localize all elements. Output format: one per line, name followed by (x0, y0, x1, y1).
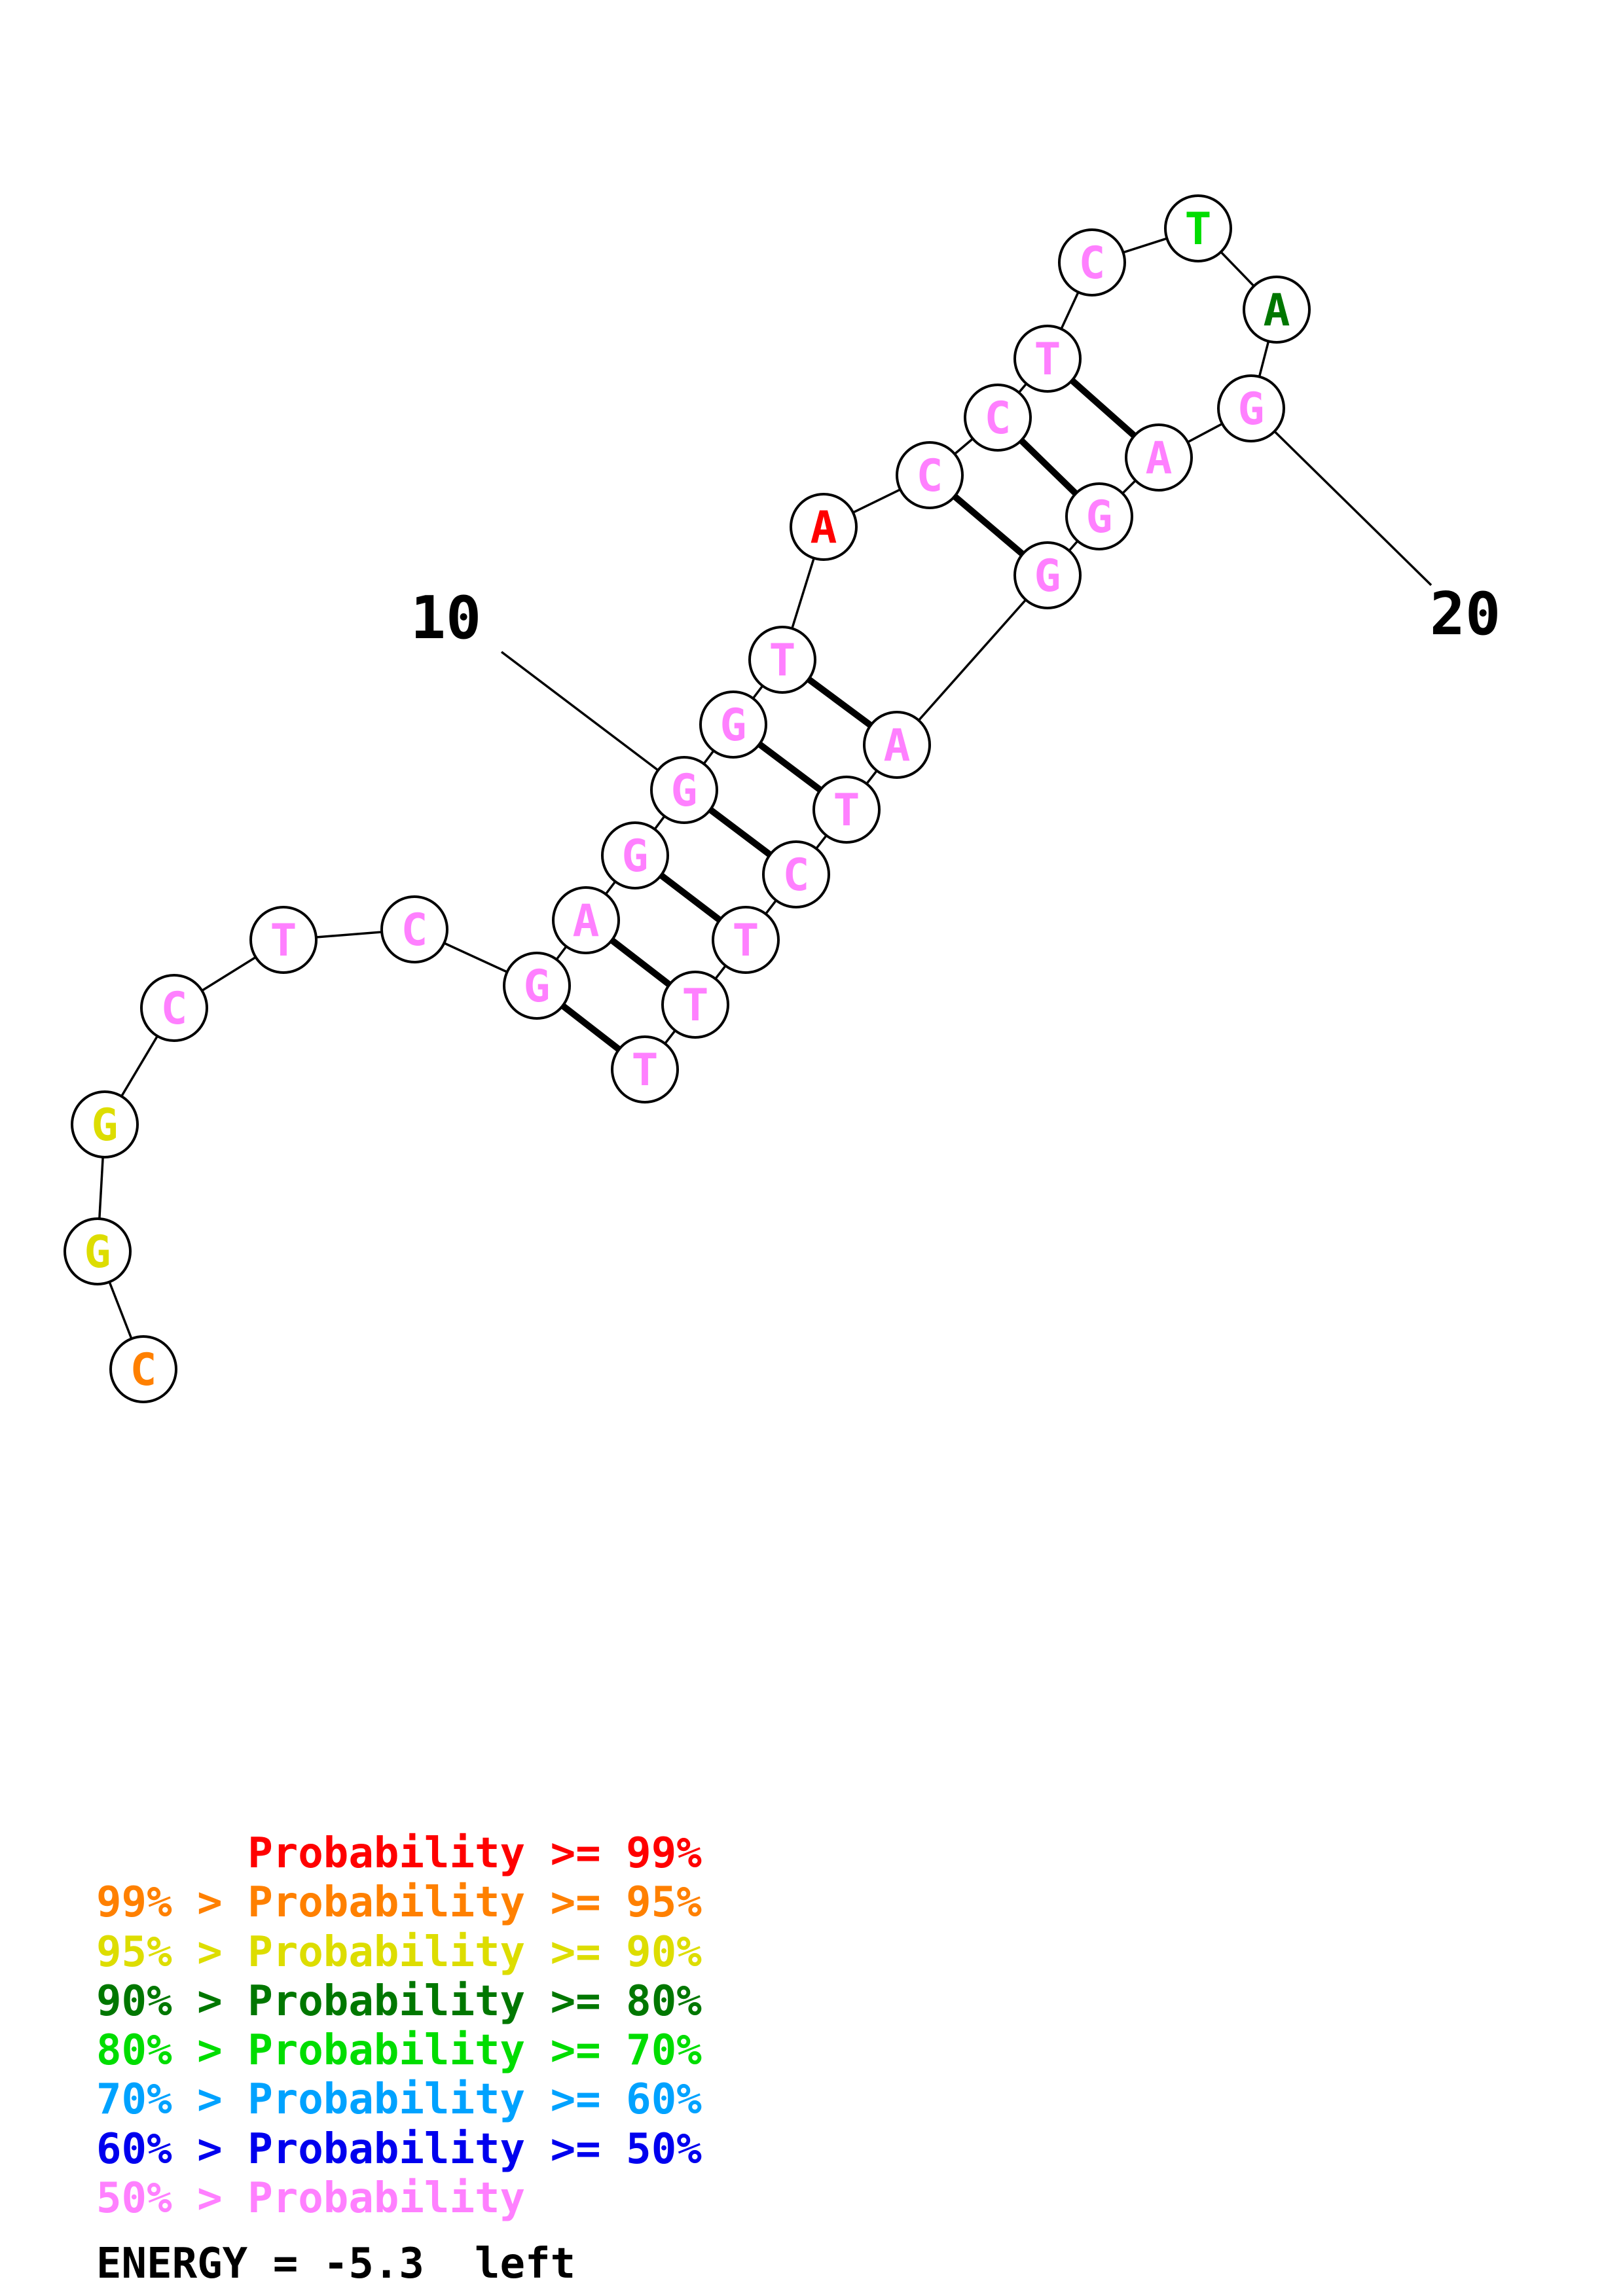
nucleotide-circle (1065, 482, 1133, 550)
nucleotide-circle (109, 1335, 177, 1403)
nucleotide-circle (661, 971, 729, 1039)
nucleotide-letter: T (682, 980, 709, 1031)
nucleotide-circle (748, 626, 816, 694)
nucleotide-letter: A (1264, 285, 1290, 336)
nucleotide-letter: T (1034, 334, 1061, 386)
nucleotide-letter: G (720, 700, 747, 751)
nucleotide-letter: T (632, 1045, 659, 1096)
nucleotide-letter: C (161, 983, 188, 1035)
legend-line: 95% > Probability >= 90% (96, 1928, 702, 1977)
nucleotide-circle (601, 821, 669, 889)
legend-line: Probability >= 99% (96, 1829, 702, 1878)
nucleotide-circle (712, 906, 780, 974)
nucleotide-letter: T (833, 785, 860, 836)
energy-label: ENERGY = -5.3 left (96, 2240, 576, 2288)
nucleotide-letter: A (811, 502, 837, 554)
nucleotide-letter: T (769, 635, 796, 687)
nucleotide-letter: C (401, 905, 428, 956)
nucleotide-circle (964, 384, 1032, 452)
nucleotide-letter: T (733, 915, 759, 967)
position-label-line (1250, 407, 1432, 586)
nucleotide-circle (762, 840, 830, 908)
nucleotide-letter: G (92, 1100, 119, 1151)
nucleotide-circle (249, 906, 318, 974)
legend-line: 70% > Probability >= 60% (96, 2075, 702, 2125)
nucleotide-letter: G (1034, 550, 1061, 602)
nucleotide-letter: T (270, 915, 297, 967)
nucleotide-letter: C (917, 450, 943, 502)
legend-line: 60% > Probability >= 50% (96, 2125, 702, 2174)
legend-line: 50% > Probability (96, 2174, 526, 2223)
nucleotide-letter: C (783, 850, 810, 901)
position-label: 20 (1430, 580, 1501, 649)
backbone-segment (896, 574, 1049, 746)
nucleotide-circle (140, 974, 208, 1042)
nucleotide-letter: C (985, 393, 1012, 444)
nucleotide-circle (790, 493, 858, 561)
probability-legend: Probability >= 99% 99% > Probability >= 9… (96, 1829, 702, 2223)
nucleotide-letter: G (1086, 492, 1113, 543)
nucleotide-circle (552, 886, 620, 954)
nucleotide-circle (503, 952, 571, 1020)
legend-line: 99% > Probability >= 95% (96, 1878, 702, 1928)
nucleotide-circle (1013, 541, 1082, 609)
nucleotide-circle (71, 1090, 139, 1158)
nucleotide-letter: C (1079, 238, 1106, 289)
nucleotide-circle (1243, 276, 1311, 344)
nucleotide-circle (1217, 374, 1285, 442)
nucleotide-letter: A (573, 895, 600, 947)
nucleotide-circle (812, 776, 881, 844)
nucleotide-circle (1013, 325, 1082, 393)
nucleotide-letter: T (1185, 204, 1212, 255)
nucleotide-circle (1125, 423, 1193, 492)
nucleotide-circle (1164, 194, 1232, 262)
legend-line: 90% > Probability >= 80% (96, 1977, 702, 2026)
nucleotide-circle (650, 756, 718, 824)
position-label-line (500, 651, 685, 791)
nucleotide-circle (699, 691, 767, 759)
nucleotide-circle (863, 711, 931, 779)
nucleotide-circle (611, 1035, 679, 1103)
nucleotide-letter: C (130, 1344, 157, 1396)
nucleotide-circle (64, 1217, 132, 1285)
nucleotide-letter: A (1146, 433, 1173, 484)
nucleotide-letter: G (524, 961, 551, 1013)
nucleotide-circle (380, 895, 448, 963)
position-label: 10 (410, 584, 481, 653)
nucleotide-letter: G (84, 1227, 111, 1278)
legend-line: 80% > Probability >= 70% (96, 2026, 702, 2075)
nucleotide-letter: A (884, 720, 911, 772)
nucleotide-letter: G (1238, 384, 1265, 435)
nucleotide-letter: G (622, 831, 649, 882)
nucleotide-circle (1058, 228, 1126, 296)
nucleotide-letter: G (671, 765, 698, 817)
nucleotide-circle (896, 441, 964, 509)
